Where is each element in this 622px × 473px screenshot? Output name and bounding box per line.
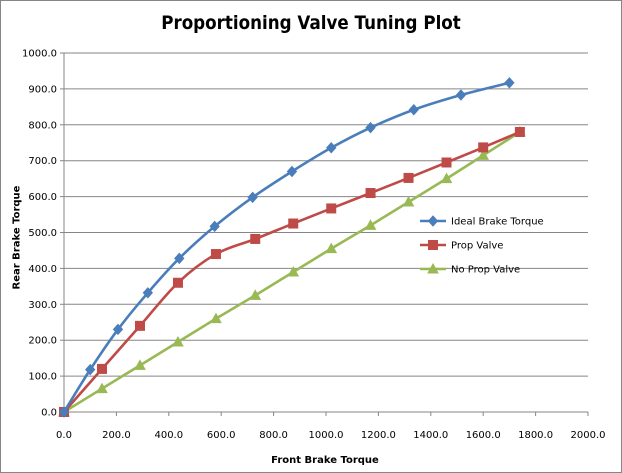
x-tick-label: 200.0 bbox=[102, 430, 131, 441]
data-point bbox=[455, 89, 467, 101]
data-point bbox=[174, 252, 185, 265]
data-point bbox=[142, 287, 154, 299]
y-tick-label: 400.0 bbox=[28, 264, 57, 275]
x-tick-label: 1200.0 bbox=[361, 430, 396, 441]
legend-marker bbox=[427, 215, 439, 227]
data-point bbox=[514, 126, 525, 137]
y-tick-label: 600.0 bbox=[28, 192, 57, 203]
legend-entry: No Prop Valve bbox=[451, 265, 520, 276]
chart-title: Proportioning Valve Tuning Plot bbox=[161, 12, 461, 34]
x-tick-label: 1600.0 bbox=[466, 430, 501, 441]
data-point bbox=[478, 142, 489, 153]
legend-marker bbox=[428, 240, 438, 250]
data-point bbox=[365, 188, 376, 199]
data-point bbox=[441, 157, 452, 168]
x-tick-label: 1000.0 bbox=[309, 430, 344, 441]
y-tick-label: 0.0 bbox=[41, 408, 57, 419]
y-tick-label: 700.0 bbox=[28, 156, 57, 167]
data-point bbox=[326, 203, 337, 214]
data-point bbox=[209, 220, 220, 233]
data-point bbox=[286, 165, 298, 178]
data-point bbox=[403, 172, 414, 183]
y-tick-label: 500.0 bbox=[28, 228, 57, 239]
data-point bbox=[287, 265, 300, 277]
data-point bbox=[326, 142, 337, 154]
legend-entry: Prop Valve bbox=[451, 241, 503, 252]
y-tick-label: 100.0 bbox=[28, 372, 57, 383]
data-point bbox=[210, 312, 222, 324]
data-point bbox=[440, 172, 453, 184]
data-point bbox=[477, 149, 490, 160]
data-point bbox=[249, 289, 262, 300]
data-point bbox=[134, 320, 145, 331]
x-tick-label: 1800.0 bbox=[518, 430, 553, 441]
y-tick-label: 900.0 bbox=[28, 84, 57, 95]
series-line bbox=[62, 81, 510, 413]
legend-entry: Ideal Brake Torque bbox=[451, 217, 544, 228]
data-point bbox=[112, 323, 124, 336]
data-point bbox=[250, 233, 261, 244]
data-point bbox=[96, 363, 107, 374]
data-point bbox=[172, 277, 183, 288]
x-axis-label: Front Brake Torque bbox=[271, 455, 379, 466]
data-point bbox=[402, 195, 415, 207]
x-tick-label: 400.0 bbox=[154, 430, 183, 441]
y-tick-label: 800.0 bbox=[28, 120, 57, 131]
x-tick-label: 600.0 bbox=[207, 430, 236, 441]
x-tick-label: 2000.0 bbox=[571, 430, 606, 441]
data-point bbox=[85, 363, 96, 376]
data-point bbox=[247, 191, 258, 204]
y-tick-label: 200.0 bbox=[28, 336, 57, 347]
y-tick-label: 300.0 bbox=[28, 300, 57, 311]
data-point bbox=[325, 242, 338, 254]
data-point bbox=[364, 219, 377, 230]
x-tick-label: 1400.0 bbox=[413, 430, 448, 441]
data-point bbox=[134, 359, 146, 370]
data-point bbox=[288, 218, 299, 229]
data-point bbox=[408, 103, 419, 116]
data-point bbox=[504, 77, 515, 89]
data-point bbox=[58, 406, 70, 418]
data-point bbox=[96, 382, 108, 394]
x-tick-label: 800.0 bbox=[259, 430, 288, 441]
legend-marker bbox=[427, 262, 439, 274]
x-tick-label: 0.0 bbox=[56, 430, 72, 441]
data-point bbox=[210, 249, 221, 260]
y-tick-label: 1000.0 bbox=[22, 49, 57, 60]
data-point bbox=[365, 121, 376, 134]
data-point bbox=[172, 335, 184, 347]
